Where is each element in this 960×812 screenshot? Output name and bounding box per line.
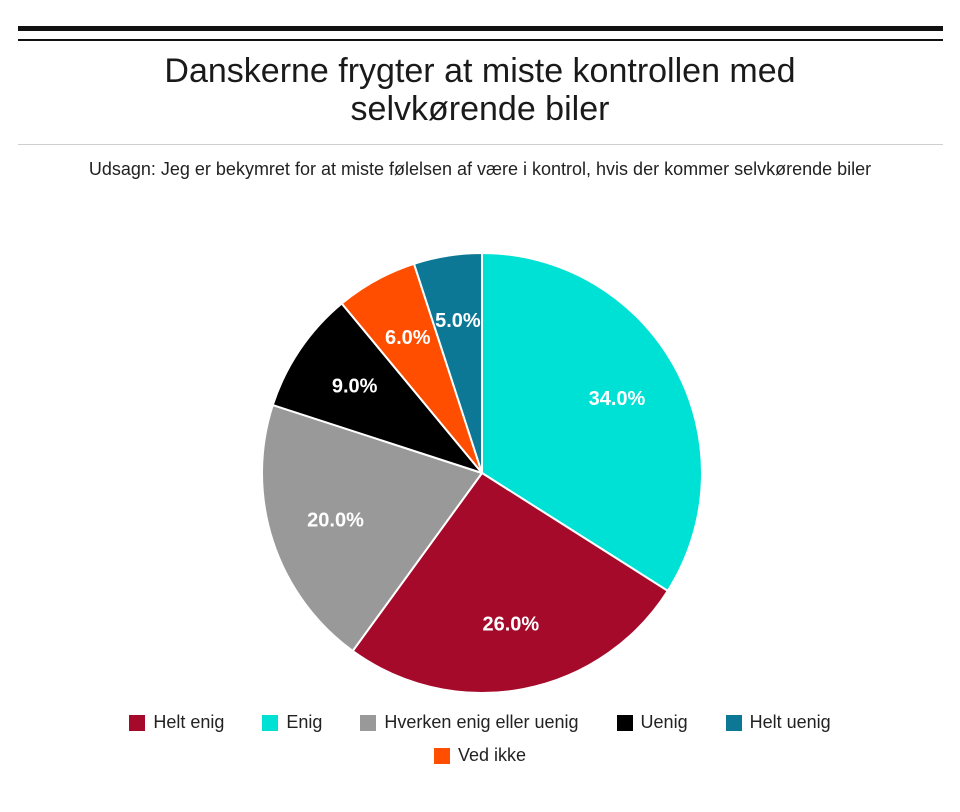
legend-swatch	[129, 714, 146, 731]
legend-item: Hverken enig eller uenig	[360, 712, 579, 733]
pie-slice-helt-uenig	[412, 251, 483, 474]
legend-swatch	[360, 714, 377, 731]
top-rule-thin	[18, 39, 943, 41]
chart-title-line-2: selvkørende biler	[350, 90, 610, 128]
legend-row: Helt enig Enig Hverken enig eller uenig Uen…	[0, 712, 960, 733]
pie-slice-helt-enig	[351, 471, 670, 694]
pie-slice-label: 34.0%	[589, 388, 646, 410]
pie-slice-label: 5.0%	[435, 310, 481, 332]
legend-swatch	[725, 714, 742, 731]
legend-label: Ved ikke	[457, 745, 527, 765]
chart-title: Danskerne frygter at miste kontrollen me…	[0, 52, 960, 128]
chart-legend: Helt enig Enig Hverken enig eller uenig Uen…	[0, 712, 960, 778]
legend-item: Helt uenig	[725, 712, 831, 733]
top-rule-thick	[18, 26, 943, 31]
legend-swatch	[616, 714, 633, 731]
title-divider	[18, 144, 943, 145]
pie-slice-label: 26.0%	[482, 613, 539, 635]
legend-item: Enig	[262, 712, 322, 733]
legend-item: Ved ikke	[433, 745, 527, 766]
legend-item: Helt enig	[129, 712, 224, 733]
legend-swatch	[262, 714, 279, 731]
legend-row: Ved ikke	[0, 745, 960, 766]
pie-slice-label: 9.0%	[332, 375, 378, 397]
legend-swatch	[433, 747, 450, 764]
pie-slice-uenig	[271, 302, 485, 476]
pie-slice-label: 6.0%	[385, 327, 431, 349]
legend-label: Hverken enig eller uenig	[384, 712, 579, 732]
chart-subtitle: Udsagn: Jeg er bekymret for at miste føl…	[88, 159, 872, 179]
chart-title-line-1: Danskerne frygter at miste kontrollen me…	[164, 52, 796, 90]
legend-label: Helt uenig	[749, 712, 831, 732]
legend-label: Helt enig	[153, 712, 225, 732]
legend-item: Uenig	[616, 712, 688, 733]
legend-label: Enig	[286, 712, 323, 732]
legend-label: Uenig	[640, 712, 688, 732]
pie-slice-hverken-enig-eller-uenig	[261, 403, 484, 653]
pie-slice-enig	[481, 251, 703, 593]
pie-slice-label: 20.0%	[307, 510, 364, 532]
